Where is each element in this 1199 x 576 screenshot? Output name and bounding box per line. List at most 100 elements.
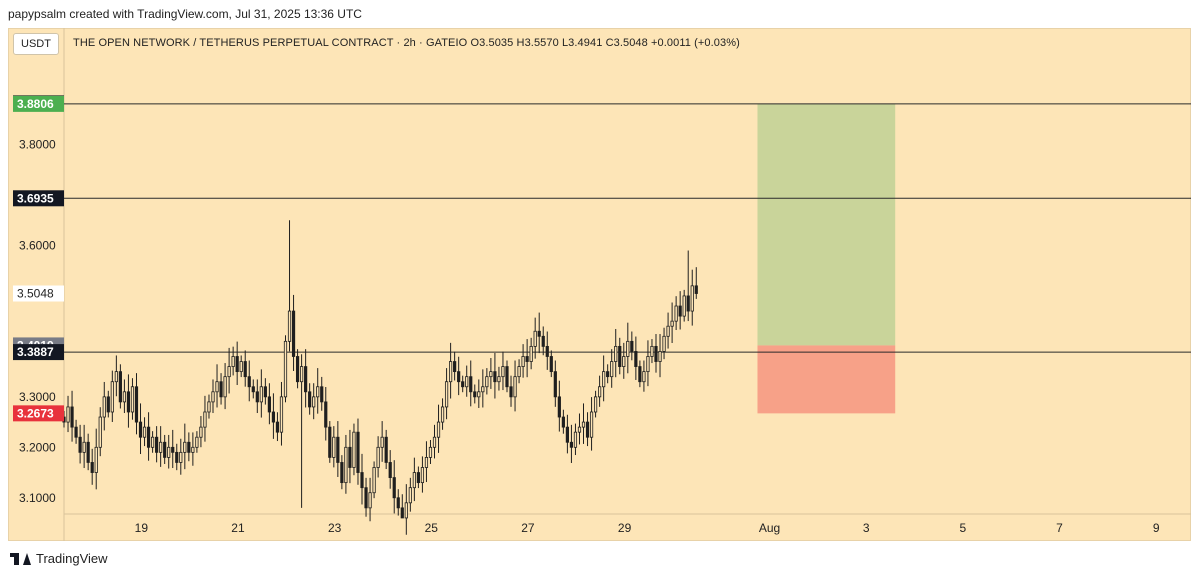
candle-down xyxy=(569,441,574,448)
candle-down xyxy=(388,462,392,478)
candle-up xyxy=(211,391,215,403)
candle-up xyxy=(368,492,372,509)
candle-up xyxy=(300,366,304,383)
candle-up xyxy=(122,391,127,403)
candle-up xyxy=(167,446,171,458)
candle-down xyxy=(348,446,352,468)
candle-down xyxy=(360,472,364,489)
candle-up xyxy=(150,436,155,448)
candle-down xyxy=(295,356,300,383)
candle-down xyxy=(561,416,565,428)
candle-down xyxy=(163,441,167,458)
currency-selector[interactable]: USDT xyxy=(13,33,59,55)
candle-down xyxy=(336,436,340,463)
candle-up xyxy=(424,457,429,468)
candle-down xyxy=(392,477,396,499)
candle-down xyxy=(638,366,642,383)
brand-name: TradingView xyxy=(36,551,108,566)
candle-down xyxy=(70,406,74,428)
candle-down xyxy=(565,426,569,443)
x-tick-label: 5 xyxy=(960,521,967,535)
candle-up xyxy=(420,467,425,484)
candle-up xyxy=(404,502,408,519)
candle-up xyxy=(682,295,686,317)
candle-down xyxy=(155,436,159,453)
x-tick-label: 29 xyxy=(618,521,632,535)
x-tick-label: 3 xyxy=(863,521,870,535)
candle-up xyxy=(529,345,533,362)
candle-down xyxy=(537,330,541,337)
price-tag-3.3887: 3.3887 xyxy=(17,345,54,359)
tradingview-icon xyxy=(10,552,32,565)
candle-up xyxy=(577,426,582,433)
candle-down xyxy=(356,431,360,473)
chart-caption: papypsalm created with TradingView.com, … xyxy=(8,7,362,21)
candle-up xyxy=(598,386,602,398)
candle-down xyxy=(473,391,477,398)
candle-up xyxy=(142,426,147,438)
candle-down xyxy=(549,356,553,373)
candle-up xyxy=(344,446,348,484)
tradingview-logo[interactable]: TradingView xyxy=(10,551,108,566)
candle-up xyxy=(94,446,98,473)
candle-down xyxy=(86,441,90,463)
chart-area[interactable] xyxy=(8,28,1191,541)
candle-up xyxy=(110,381,114,413)
candle-up xyxy=(670,320,674,327)
candle-down xyxy=(654,345,658,362)
candle-down xyxy=(545,345,549,357)
candle-up xyxy=(287,310,292,342)
candle-down xyxy=(320,386,324,403)
candle-down xyxy=(630,340,634,352)
candle-down xyxy=(364,487,368,509)
candle-up xyxy=(223,376,227,398)
candle-up xyxy=(408,487,412,504)
x-tick-label: 25 xyxy=(425,521,439,535)
x-tick-label: 23 xyxy=(328,521,342,535)
candle-up xyxy=(195,436,199,448)
candle-up xyxy=(239,361,243,373)
candle-up xyxy=(372,467,376,494)
candle-up xyxy=(622,356,626,367)
candle-down xyxy=(243,361,247,378)
y-tick-label: 3.6000 xyxy=(19,238,56,252)
candle-up xyxy=(332,436,336,458)
candle-up xyxy=(444,381,449,408)
x-tick-label: 21 xyxy=(231,521,245,535)
candle-down xyxy=(553,371,557,398)
candle-up xyxy=(593,396,598,413)
candle-up xyxy=(159,441,163,453)
candle-up xyxy=(312,396,316,408)
price-tag-3.5048: 3.5048 xyxy=(17,287,54,301)
y-tick-label: 3.1000 xyxy=(19,491,56,505)
candle-down xyxy=(106,396,110,413)
candle-up xyxy=(497,376,501,383)
candle-up xyxy=(380,436,384,448)
candle-up xyxy=(279,396,284,433)
candle-down xyxy=(324,401,328,428)
candle-down xyxy=(247,376,251,388)
candle-up xyxy=(82,441,86,453)
candle-up xyxy=(662,335,666,352)
candle-down xyxy=(275,421,280,433)
candle-down xyxy=(134,386,139,423)
candle-up xyxy=(449,361,453,383)
candle-down xyxy=(525,356,529,362)
candle-down xyxy=(267,396,271,413)
candle-down xyxy=(557,396,561,418)
price-tag-bg xyxy=(13,405,64,422)
candle-up xyxy=(614,345,618,362)
candle-down xyxy=(416,472,420,484)
candle-up xyxy=(690,285,694,312)
candle-down xyxy=(251,386,255,393)
candle-up xyxy=(626,340,630,357)
candle-up xyxy=(376,446,380,468)
candle-up xyxy=(215,381,219,393)
candle-up xyxy=(183,441,187,453)
x-tick-label: 9 xyxy=(1153,521,1160,535)
candle-up xyxy=(231,356,235,367)
candle-down xyxy=(308,391,312,408)
candle-down xyxy=(686,295,690,312)
candle-up xyxy=(658,351,662,362)
